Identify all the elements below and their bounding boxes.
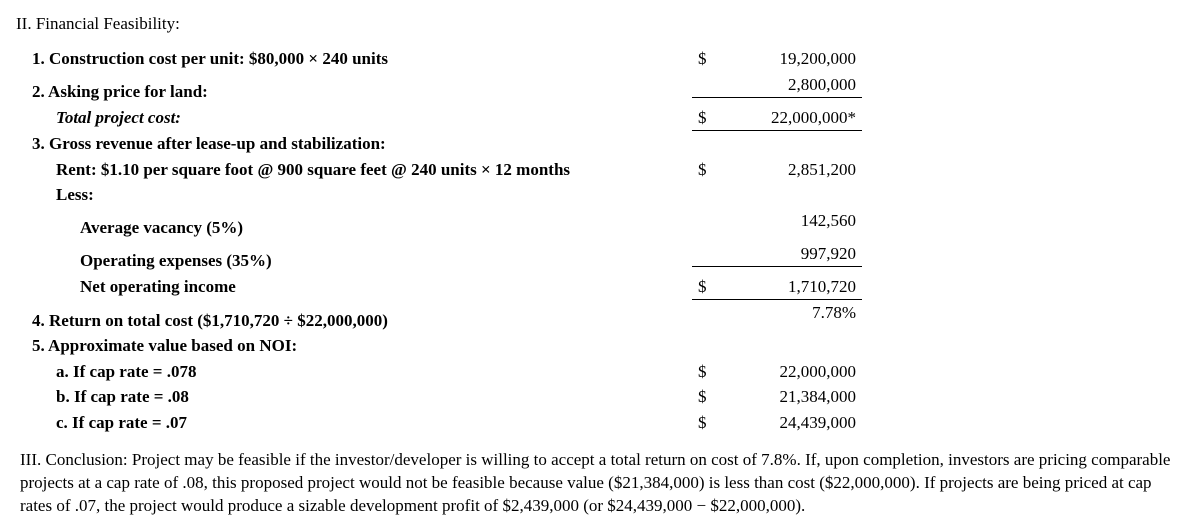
currency-symbol: $ [698, 157, 712, 183]
numeric-value: 19,200,000 [712, 46, 856, 72]
table-row: c. If cap rate = .07$24,439,000 [32, 410, 1184, 436]
numeric-value: 142,560 [712, 208, 856, 234]
row-label: 4. Return on total cost ($1,710,720 ÷ $2… [32, 308, 692, 334]
table-row: a. If cap rate = .078$22,000,000 [32, 359, 1184, 385]
row-label: 2. Asking price for land: [32, 79, 692, 105]
row-label: a. If cap rate = .078 [32, 359, 692, 385]
row-value: 7.78% [692, 300, 862, 326]
table-row: Rent: $1.10 per square foot @ 900 square… [32, 157, 1184, 183]
row-label: c. If cap rate = .07 [32, 410, 692, 436]
section-heading: II. Financial Feasibility: [16, 14, 1184, 34]
row-value: $22,000,000 [692, 359, 862, 385]
currency-symbol [698, 241, 712, 267]
currency-symbol: $ [698, 46, 712, 72]
row-value: 2,800,000 [692, 72, 862, 99]
numeric-value: 24,439,000 [712, 410, 856, 436]
row-label: Net operating income [32, 274, 692, 300]
table-row: Average vacancy (5%) 142,560 [32, 208, 1184, 241]
row-label: Less: [32, 182, 692, 208]
row-label: 3. Gross revenue after lease-up and stab… [32, 131, 692, 157]
row-label: Rent: $1.10 per square foot @ 900 square… [32, 157, 692, 183]
numeric-value: 21,384,000 [712, 384, 856, 410]
currency-symbol: $ [698, 274, 712, 300]
table-row: 1. Construction cost per unit: $80,000 ×… [32, 46, 1184, 72]
row-value: $2,851,200 [692, 157, 862, 183]
table-row: Total project cost:$22,000,000* [32, 105, 1184, 132]
row-label: 5. Approximate value based on NOI: [32, 333, 692, 359]
row-label: Operating expenses (35%) [32, 248, 692, 274]
table-row: Operating expenses (35%) 997,920 [32, 241, 1184, 274]
conclusion-paragraph: III. Conclusion: Project may be feasible… [20, 449, 1180, 518]
table-row: 4. Return on total cost ($1,710,720 ÷ $2… [32, 300, 1184, 333]
numeric-value: 2,851,200 [712, 157, 856, 183]
feasibility-table: 1. Construction cost per unit: $80,000 ×… [32, 46, 1184, 435]
row-value: 997,920 [692, 241, 862, 268]
currency-symbol [698, 208, 712, 234]
table-row: b. If cap rate = .08$21,384,000 [32, 384, 1184, 410]
table-row: 2. Asking price for land: 2,800,000 [32, 72, 1184, 105]
row-value: $1,710,720 [692, 274, 862, 301]
row-value: $24,439,000 [692, 410, 862, 436]
currency-symbol: $ [698, 359, 712, 385]
currency-symbol [698, 72, 712, 98]
numeric-value: 1,710,720 [712, 274, 856, 300]
table-row: Less: [32, 182, 1184, 208]
numeric-value: 22,000,000* [712, 105, 856, 131]
row-value: 142,560 [692, 208, 862, 234]
row-label: 1. Construction cost per unit: $80,000 ×… [32, 46, 692, 72]
numeric-value: 2,800,000 [712, 72, 856, 98]
table-row: 3. Gross revenue after lease-up and stab… [32, 131, 1184, 157]
table-row: Net operating income$1,710,720 [32, 274, 1184, 301]
row-value: $21,384,000 [692, 384, 862, 410]
row-label: Total project cost: [32, 105, 692, 131]
numeric-value: 22,000,000 [712, 359, 856, 385]
row-value: $19,200,000 [692, 46, 862, 72]
numeric-value: 997,920 [712, 241, 856, 267]
currency-symbol [698, 300, 712, 326]
currency-symbol: $ [698, 384, 712, 410]
row-value: $22,000,000* [692, 105, 862, 132]
row-label: Average vacancy (5%) [32, 215, 692, 241]
currency-symbol: $ [698, 410, 712, 436]
table-row: 5. Approximate value based on NOI: [32, 333, 1184, 359]
currency-symbol: $ [698, 105, 712, 131]
row-label: b. If cap rate = .08 [32, 384, 692, 410]
numeric-value: 7.78% [712, 300, 856, 326]
